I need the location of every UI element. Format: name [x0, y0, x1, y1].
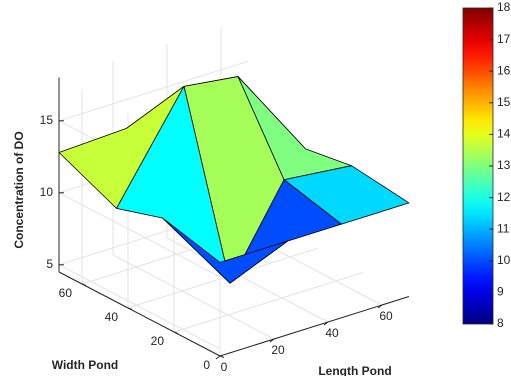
colorbar-scale — [462, 7, 494, 325]
colorbar-tick-label: 13 — [497, 158, 511, 172]
colorbar-tick-label: 10 — [497, 253, 511, 267]
x-tick-label: 20 — [271, 343, 285, 357]
x-axis — [219, 296, 410, 357]
grid-line — [58, 192, 221, 278]
grid-line — [166, 237, 329, 323]
colorbar-tick-label: 15 — [497, 95, 511, 109]
grid-line — [58, 264, 221, 350]
axes: 0 20 40 60 0 20 40 60 5 10 15 — [40, 77, 410, 374]
colorbar-tick-label: 16 — [497, 63, 511, 77]
y-axis-label: Width Pond — [52, 358, 119, 372]
x-tick — [269, 338, 275, 343]
y-tick — [173, 331, 179, 334]
z-axis-label: Concentration of DO — [12, 131, 26, 248]
y-axis — [58, 271, 221, 357]
colorbar-tick-label: 14 — [497, 127, 511, 141]
colorbar-tick-label: 18 — [497, 0, 511, 14]
grid-line — [112, 254, 275, 340]
y-tick — [127, 307, 133, 310]
y-tick-label: 20 — [151, 334, 165, 348]
y-tick-label: 60 — [59, 286, 73, 300]
colorbar: 8 9 10 11 12 13 14 15 16 17 18 — [462, 0, 511, 330]
colorbar-tick-label: 17 — [497, 32, 511, 46]
x-tick-label: 0 — [221, 360, 228, 374]
x-axis-label: Length Pond — [318, 364, 391, 376]
colorbar-tick-label: 11 — [497, 221, 510, 235]
surface — [58, 76, 410, 284]
colorbar-tick-label: 8 — [497, 316, 504, 330]
y-tick — [219, 355, 225, 358]
y-tick-label: 40 — [105, 310, 119, 324]
x-tick — [323, 321, 329, 326]
x-tick — [215, 355, 221, 360]
surface-face — [162, 217, 288, 284]
grid-line — [173, 272, 364, 333]
x-tick-label: 60 — [379, 309, 393, 323]
x-tick-label: 40 — [325, 326, 339, 340]
x-tick — [377, 304, 383, 309]
y-tick — [81, 283, 87, 286]
grid-line — [127, 248, 318, 309]
z-tick-label: 10 — [40, 185, 54, 199]
z-tick-label: 15 — [40, 113, 54, 127]
colorbar-tick-label: 9 — [497, 285, 504, 299]
z-tick-label: 5 — [46, 257, 53, 271]
y-tick-label: 0 — [203, 358, 210, 372]
colorbar-tick-label: 12 — [497, 190, 511, 204]
grid-line — [58, 60, 249, 122]
